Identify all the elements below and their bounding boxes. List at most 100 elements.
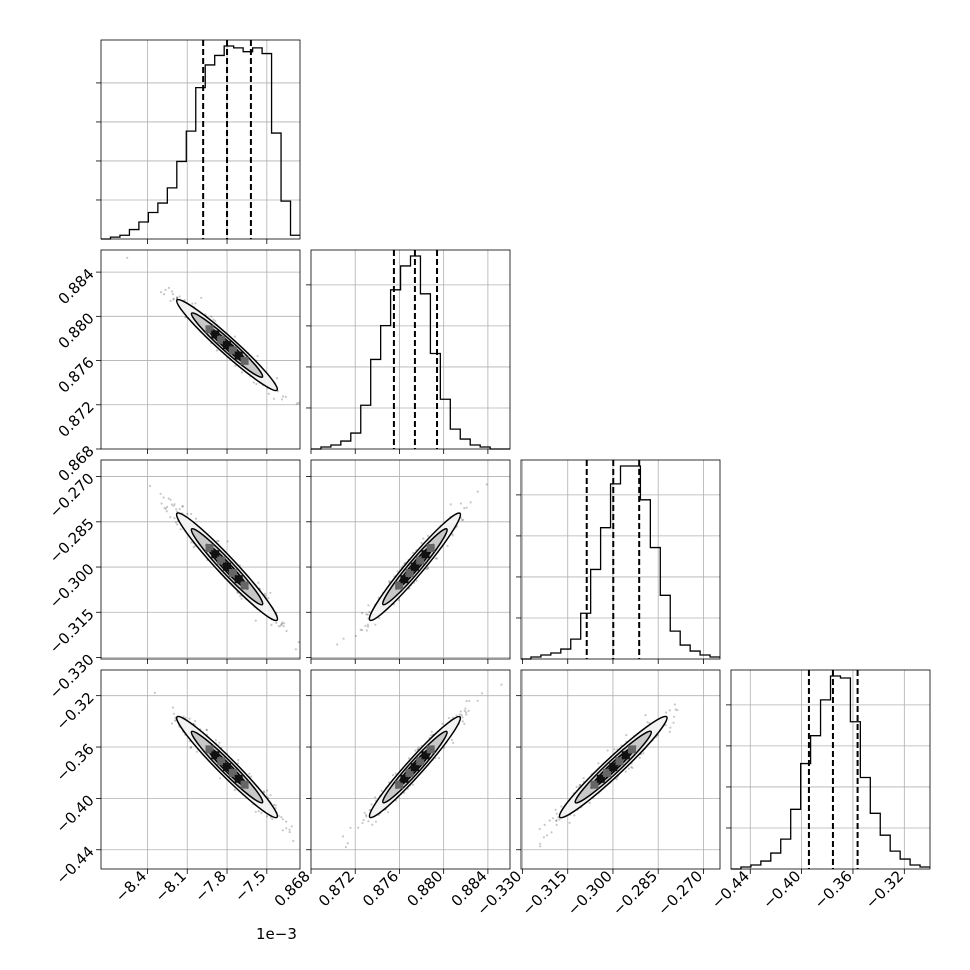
scatter-panel-4-2 xyxy=(306,669,511,874)
sample-point xyxy=(436,557,439,560)
sample-point xyxy=(284,395,287,398)
sample-point xyxy=(669,726,672,729)
sample-point xyxy=(364,624,367,628)
sample-point xyxy=(255,382,258,386)
sample-point xyxy=(613,748,616,751)
density-cell xyxy=(240,581,249,590)
sample-point xyxy=(280,622,283,625)
sample-point xyxy=(374,820,377,823)
sample-point xyxy=(262,790,265,793)
sample-point xyxy=(172,504,175,507)
sample-point xyxy=(416,748,419,751)
hist-panel-2 xyxy=(306,249,511,454)
sample-point xyxy=(368,610,371,614)
sample-point xyxy=(240,597,243,600)
density-cell xyxy=(234,575,243,584)
density-cell xyxy=(211,550,220,559)
sample-point xyxy=(215,349,218,352)
sample-point xyxy=(153,691,156,695)
sample-point xyxy=(175,296,179,299)
sample-point xyxy=(588,801,591,805)
sample-point xyxy=(430,730,433,733)
density-cell xyxy=(223,763,231,772)
scatter-panel-2-1 xyxy=(96,249,301,454)
sample-point xyxy=(371,823,374,826)
sample-point xyxy=(176,296,179,299)
histogram-step xyxy=(101,45,300,240)
sample-point xyxy=(349,826,352,829)
scatter-panel-4-3 xyxy=(516,669,721,874)
sample-point xyxy=(277,625,280,628)
x-tick-label: −0.270 xyxy=(654,867,706,919)
density-cell xyxy=(205,325,214,334)
sample-point xyxy=(169,498,172,501)
sample-point xyxy=(573,814,576,817)
density-cell xyxy=(405,569,414,577)
sample-point xyxy=(236,591,239,595)
sample-point xyxy=(392,774,395,777)
sample-point xyxy=(415,579,418,582)
sample-point xyxy=(365,813,368,817)
hist-panel-1 xyxy=(96,39,301,244)
sample-point xyxy=(550,831,553,834)
sample-point xyxy=(164,288,167,291)
sample-point xyxy=(365,629,368,632)
sample-point xyxy=(366,613,369,616)
sample-point xyxy=(425,567,428,571)
sample-point xyxy=(266,789,269,792)
sample-point xyxy=(250,775,253,778)
density-cell xyxy=(426,544,435,552)
x-tick-label: 0.880 xyxy=(403,867,446,910)
sample-point xyxy=(200,296,203,299)
density-cell xyxy=(228,569,237,577)
sample-point xyxy=(476,699,479,702)
sample-point xyxy=(162,293,166,296)
sample-point xyxy=(451,534,454,537)
sample-point xyxy=(461,518,464,522)
sample-point xyxy=(463,709,466,713)
y-tick-label: 0.876 xyxy=(55,354,98,397)
sample-point xyxy=(362,819,365,822)
x-tick-label: −7.8 xyxy=(191,867,229,905)
sample-point xyxy=(226,540,229,543)
sample-point xyxy=(175,508,178,511)
sample-point xyxy=(555,819,558,822)
sample-point xyxy=(452,741,455,745)
sample-point xyxy=(465,713,468,716)
density-cell xyxy=(234,351,243,360)
sample-point xyxy=(344,845,347,849)
sample-point xyxy=(172,712,175,715)
sample-point xyxy=(543,823,546,827)
density-cell xyxy=(590,780,599,789)
sample-point xyxy=(437,757,440,760)
density-cell xyxy=(596,774,605,783)
panel-background xyxy=(731,670,930,869)
sample-point xyxy=(233,335,237,338)
density-cell xyxy=(240,356,249,365)
y-tick-label: −0.40 xyxy=(52,791,97,836)
sample-point xyxy=(164,507,167,510)
sample-point xyxy=(189,746,192,750)
sample-point xyxy=(214,320,217,323)
sample-point xyxy=(606,749,609,752)
density-cell xyxy=(416,556,425,565)
sample-point xyxy=(256,355,259,358)
sample-point xyxy=(280,398,284,401)
sample-point xyxy=(292,839,295,843)
sample-point xyxy=(674,708,677,711)
sample-point xyxy=(630,765,633,769)
sample-point xyxy=(468,699,471,703)
sample-point xyxy=(455,714,458,717)
sample-point xyxy=(673,703,677,706)
sample-point xyxy=(182,715,185,718)
density-cell xyxy=(426,745,435,754)
density-cell xyxy=(609,763,618,772)
sample-point xyxy=(450,738,453,742)
sample-point xyxy=(467,709,470,713)
scatter-panel-3-1 xyxy=(96,459,301,664)
x-offset-label: 1e−3 xyxy=(256,925,297,943)
sample-point xyxy=(546,834,549,837)
sample-point xyxy=(420,541,423,545)
sample-point xyxy=(275,377,279,380)
sample-point xyxy=(167,286,170,289)
